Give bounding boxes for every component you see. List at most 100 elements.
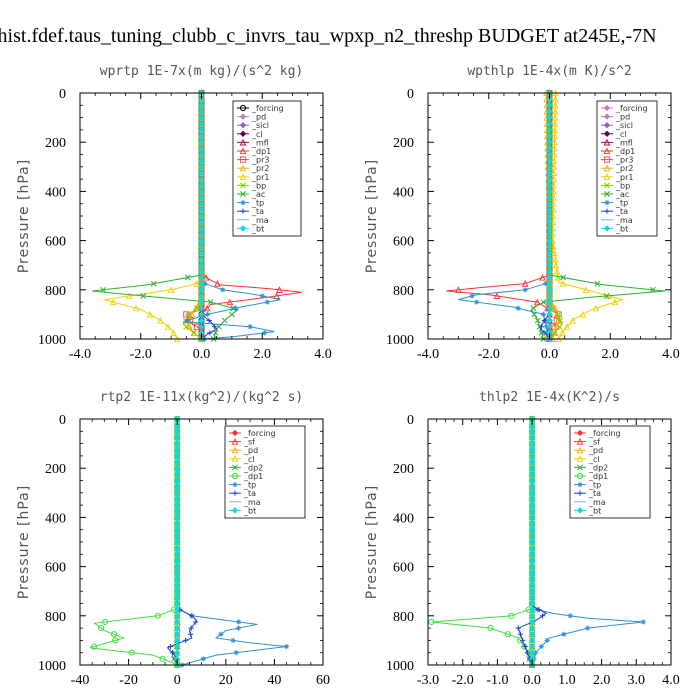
data-point	[528, 557, 536, 564]
legend-box	[224, 425, 306, 519]
data-point	[187, 631, 194, 637]
data-point	[546, 286, 553, 293]
x-tick-label: -2.0	[478, 347, 500, 362]
legend-label: _dp1	[588, 472, 608, 481]
data-point	[528, 446, 536, 453]
series_ta	[166, 416, 199, 668]
data-point	[546, 255, 553, 263]
data-point	[560, 274, 567, 281]
data-point	[534, 298, 541, 306]
series_dp1	[446, 89, 553, 343]
data-point	[546, 323, 553, 330]
y-axis-label: Pressure [hPa]	[364, 485, 380, 599]
legend-label: _cl	[615, 130, 627, 139]
x-tick-label: 2.0	[602, 347, 620, 362]
data-point	[504, 631, 511, 638]
data-point	[649, 286, 656, 293]
data-point	[551, 255, 559, 263]
y-tick-label: 200	[393, 136, 414, 151]
legend-label: _sicl	[251, 121, 269, 130]
data-point	[538, 643, 544, 650]
legend-marker	[231, 455, 239, 462]
legend-label: _ta	[251, 207, 264, 216]
y-tick-label: 400	[393, 185, 414, 200]
figure-title: thist.fdef.taus_tuning_clubb_c_invrs_tau…	[0, 25, 657, 47]
legend-marker	[239, 130, 247, 137]
legend-marker	[240, 191, 246, 197]
data-point	[528, 508, 536, 515]
legend-label: _tp	[243, 481, 256, 490]
data-point	[528, 594, 536, 601]
data-point	[198, 132, 205, 140]
data-point	[528, 551, 536, 558]
data-point	[198, 255, 205, 263]
y-tick-label: 800	[45, 610, 66, 625]
data-point	[528, 514, 536, 521]
data-point	[174, 465, 181, 472]
data-point	[203, 304, 211, 312]
legend-marker	[603, 138, 611, 146]
data-point	[551, 329, 559, 336]
data-point	[247, 324, 253, 330]
data-point	[276, 286, 283, 293]
legend-marker	[577, 490, 583, 496]
data-point	[198, 151, 205, 158]
x-tick-label: -2.0	[130, 347, 152, 362]
y-tick-label: 800	[393, 284, 414, 299]
legend-marker	[239, 164, 247, 172]
data-point	[174, 532, 181, 540]
data-point	[261, 330, 268, 336]
data-point	[221, 317, 228, 324]
data-point	[530, 305, 537, 312]
legend-marker	[232, 482, 238, 488]
data-point	[528, 649, 536, 656]
y-tick-label: 200	[393, 462, 414, 477]
data-point	[146, 310, 154, 318]
data-point	[174, 606, 181, 613]
data-point	[559, 280, 567, 287]
legend-label: _pr1	[251, 173, 269, 182]
data-point	[528, 538, 536, 546]
series_bt	[174, 415, 181, 669]
data-point	[183, 323, 190, 330]
data-point	[540, 311, 547, 317]
legend-label: _bp	[251, 181, 266, 190]
data-point	[546, 243, 553, 250]
data-point	[551, 107, 559, 115]
data-point	[546, 305, 553, 312]
data-point	[110, 298, 117, 306]
data-point	[546, 225, 553, 232]
data-point	[550, 150, 558, 158]
legend-marker	[576, 437, 584, 445]
legend-marker	[576, 429, 584, 437]
legend-marker	[239, 113, 247, 120]
data-point	[522, 643, 528, 650]
data-point	[174, 575, 181, 583]
legend: _forcing_sf_pd_cl_dp2_dp1_tp_ta_ma_bt	[224, 425, 306, 519]
legend-label: _tp	[588, 481, 601, 490]
data-point	[551, 113, 559, 121]
data-point	[579, 310, 587, 318]
x-tick-label: 0.0	[193, 347, 211, 362]
data-point	[552, 261, 560, 269]
data-point	[563, 323, 571, 330]
legend-label: _ma	[251, 216, 269, 225]
data-point	[553, 267, 561, 275]
data-point	[528, 465, 536, 472]
x-tick-label: 2.0	[254, 347, 272, 362]
data-point	[546, 206, 553, 214]
legend-label: _tp	[615, 199, 628, 208]
legend-marker	[239, 225, 247, 232]
y-tick-label: 800	[45, 284, 66, 299]
data-point	[528, 452, 536, 460]
x-tick-label: -20	[119, 673, 138, 688]
legend-label: _ma	[588, 498, 606, 507]
data-point	[150, 280, 157, 287]
legend-label: _ta	[243, 489, 256, 498]
data-point	[174, 526, 181, 533]
legend-label: _ac	[615, 190, 629, 199]
data-point	[174, 428, 181, 435]
legend-label: _mfl	[615, 138, 633, 147]
data-point	[212, 324, 218, 330]
data-point	[174, 612, 181, 619]
